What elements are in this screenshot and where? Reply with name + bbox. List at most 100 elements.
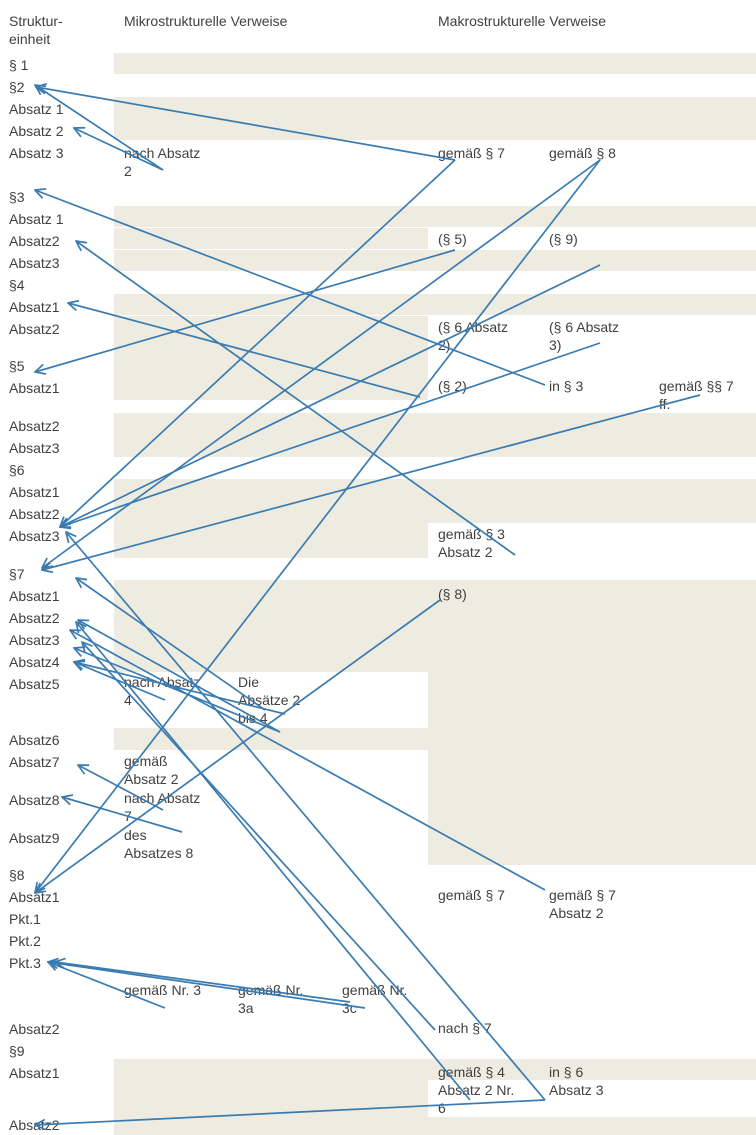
structure-label: Absatz5 [9,676,60,692]
reference-arrow [74,662,286,715]
reference-arrow [76,578,266,711]
micro-reference: Die Absätze 2 bis 4 [238,674,301,726]
reference-arrow [70,630,546,891]
reference-arrow [55,962,351,1003]
reference-arrow [48,962,366,1009]
macro-reference: (§ 6 Absatz 2) [438,319,509,353]
structure-label: Absatz2 [9,506,60,522]
reference-arrow [35,85,164,171]
structure-label: Absatz 1 [9,101,64,117]
structure-label: Absatz2 [9,233,60,249]
reference-arrow [42,394,701,570]
band [114,250,756,271]
structure-label: Absatz8 [9,792,60,808]
structure-label: Absatz2 [9,610,60,626]
band [114,206,756,227]
reference-arrow [78,765,164,811]
macro-reference: gemäß § 7 [438,145,505,161]
reference-arrow [48,962,166,1009]
band [114,228,428,249]
structure-label: §4 [9,277,25,293]
micro-reference: gemäß Nr. 3 [124,982,202,998]
reference-arrow [62,797,183,833]
structure-label: Absatz7 [9,754,60,770]
structure-label: Absatz1 [9,484,60,500]
macro-reference: (§ 6 Absatz 3) [549,319,620,353]
structure-label: §8 [9,867,25,883]
reference-arrow [42,159,601,568]
structure-label: § 1 [9,57,29,73]
reference-arrow [36,87,456,161]
reference-arrow [74,662,166,701]
reference-arrow [76,622,471,1101]
macro-reference: gemäß § 3 Absatz 2 [438,526,505,560]
structure-label: Pkt.2 [9,933,41,949]
reference-arrow [76,241,516,556]
macro-reference: (§ 9) [549,231,578,247]
macro-reference: in § 6 Absatz 3 [549,1064,604,1098]
column-header-micro: Mikrostrukturelle Verweise [124,13,288,29]
micro-reference: gemäß Absatz 2 [124,753,179,787]
band [428,605,756,865]
macro-reference: nach § 7 [438,1020,492,1036]
macro-reference: gemäß § 7 [438,887,505,903]
macro-reference: gemäß § 8 [549,145,616,161]
reference-arrow [78,620,281,733]
reference-arrow [35,190,546,386]
structure-label: Absatz3 [9,255,60,271]
structure-label: Absatz 3 [9,145,64,161]
structure-label: Absatz4 [9,654,60,670]
reference-arrow [60,264,601,527]
structure-label: Pkt.3 [9,955,41,971]
structure-label: Absatz1 [9,889,60,905]
reference-arrow [82,642,436,1031]
structure-label: Absatz1 [9,299,60,315]
structure-label: Absatz1 [9,1065,60,1081]
structure-label: Absatz6 [9,732,60,748]
macro-reference: (§ 5) [438,231,467,247]
reference-arrow [60,159,456,527]
structure-label: Absatz2 [9,418,60,434]
reference-arrow [35,249,456,372]
band [114,294,756,315]
band [114,1059,756,1080]
structure-label: Absatz9 [9,830,60,846]
macro-reference: in § 3 [549,378,584,394]
structure-label: Absatz3 [9,528,60,544]
arrow-lines [35,85,701,1125]
structure-label: §6 [9,462,25,478]
band [114,53,756,74]
reference-arrow [35,599,441,893]
structure-label: Absatz 1 [9,211,64,227]
structure-label: Absatz3 [9,632,60,648]
structure-label: Absatz 2 [9,123,64,139]
structure-label: §5 [9,358,25,374]
band [428,1117,756,1135]
structure-label: Pkt.1 [9,911,41,927]
band [114,358,428,400]
column-header-structure: Struktur- einheit [9,13,63,47]
structure-label: §9 [9,1043,25,1059]
reference-arrow [74,648,281,733]
band [114,728,428,750]
reference-arrow [60,342,601,527]
macro-reference: gemäß § 7 Absatz 2 [549,887,616,921]
structure-label: Absatz2 [9,321,60,337]
structure-label: Absatz3 [9,440,60,456]
band [114,523,428,558]
structure-label: Absatz2 [9,1021,60,1037]
column-header-macro: Makrostrukturelle Verweise [438,13,607,29]
structure-label: §7 [9,566,25,582]
reference-arrow [35,1099,546,1125]
reference-arrow [35,159,601,893]
structure-label: §3 [9,189,25,205]
band [114,479,756,523]
structure-label: §2 [9,79,25,95]
structure-label: Absatz1 [9,588,60,604]
macro-reference: gemäß § 4 Absatz 2 Nr. 6 [438,1064,515,1116]
reference-arrow [68,303,421,398]
macro-reference: (§ 8) [438,586,467,602]
micro-reference: des Absatzes 8 [124,827,194,861]
